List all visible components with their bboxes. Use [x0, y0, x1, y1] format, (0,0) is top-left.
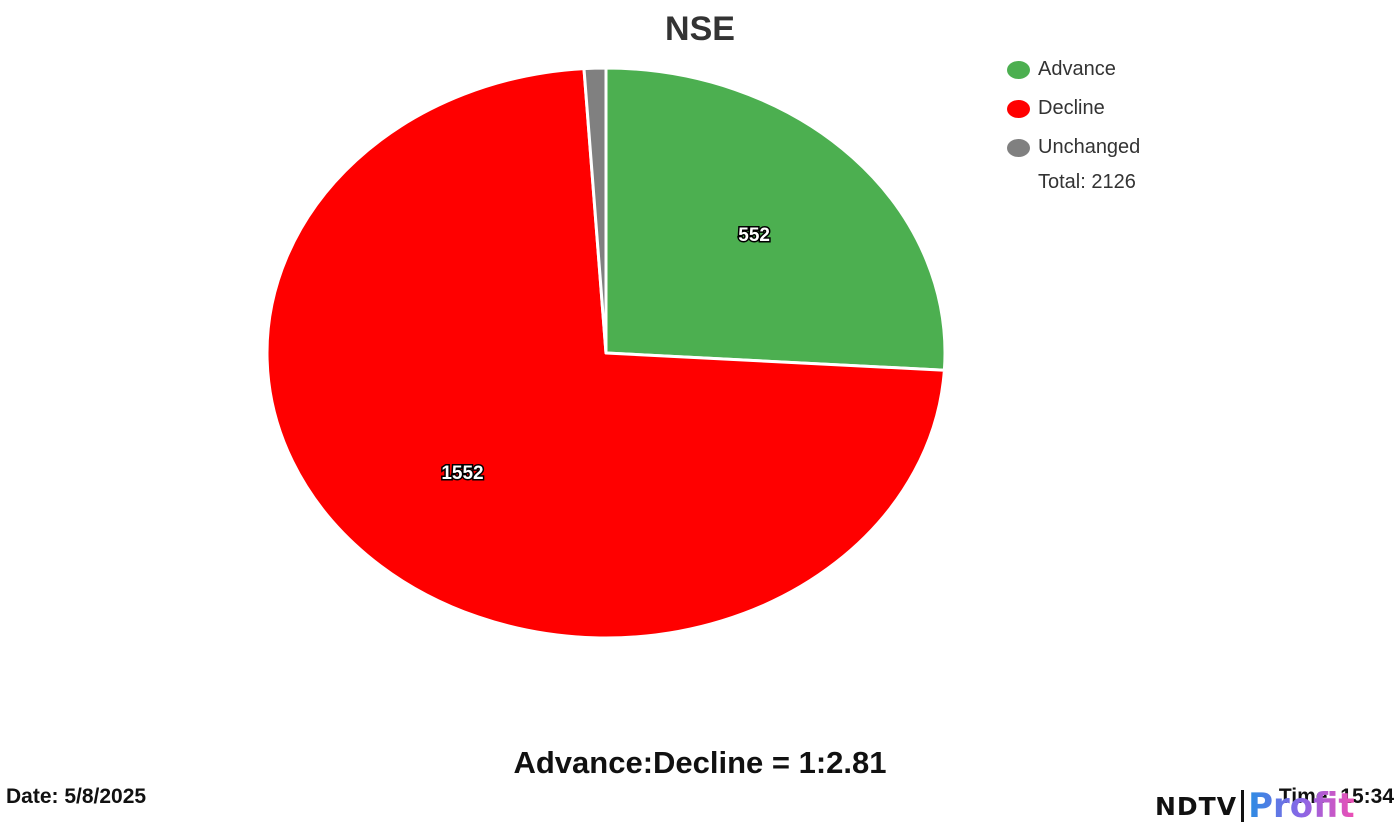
legend-item-unchanged[interactable]: Unchanged: [1007, 128, 1140, 167]
data-label-decline: 1552: [441, 463, 483, 484]
legend-label-advance: Advance: [1038, 58, 1116, 80]
date-label: Date: 5/8/2025: [6, 785, 147, 808]
legend-swatch-unchanged: [1007, 138, 1030, 157]
legend-item-advance[interactable]: Advance: [1007, 50, 1140, 89]
ndtv-profit-logo: NDTV Profit: [1155, 786, 1355, 826]
time-label: Time: 15:34: [1279, 785, 1394, 808]
chart-title: NSE: [665, 10, 735, 48]
legend-total: Total: 2126: [1038, 171, 1136, 193]
logo-separator: [1241, 790, 1245, 822]
logo-ndtv-text: NDTV: [1155, 791, 1238, 821]
legend-item-decline[interactable]: Decline: [1007, 89, 1140, 128]
legend-label-decline: Decline: [1038, 97, 1105, 119]
pie-slice-unchanged[interactable]: [582, 66, 608, 355]
legend-swatch-advance: [1007, 60, 1030, 79]
chart-legend: Advance Decline Unchanged Total: 2126: [1007, 50, 1140, 197]
legend-label-unchanged: Unchanged: [1038, 136, 1141, 158]
data-label-advance: 552: [738, 225, 770, 246]
legend-swatch-decline: [1007, 99, 1030, 118]
advance-decline-ratio: Advance:Decline = 1:2.81: [513, 745, 887, 780]
logo-profit-text: Profit: [1248, 786, 1355, 826]
pie-slice-advance[interactable]: [604, 66, 947, 372]
